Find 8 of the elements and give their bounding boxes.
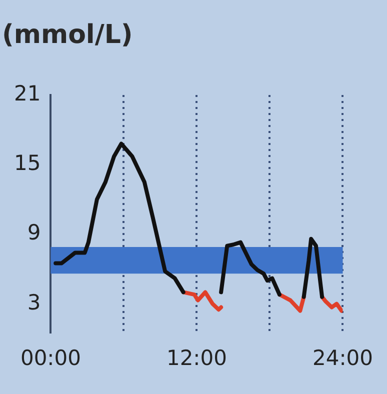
y-tick-label: 21	[14, 81, 41, 106]
x-tick-label: 24:00	[312, 346, 374, 370]
y-tick-label: 3	[27, 290, 41, 314]
x-tick-label: 12:00	[166, 346, 227, 370]
y-axis-title: (mmol/L)	[2, 20, 133, 50]
y-tick-label: 15	[14, 151, 41, 176]
y-tick-label: 9	[27, 220, 41, 245]
x-tick-label: 00:00	[20, 346, 81, 370]
